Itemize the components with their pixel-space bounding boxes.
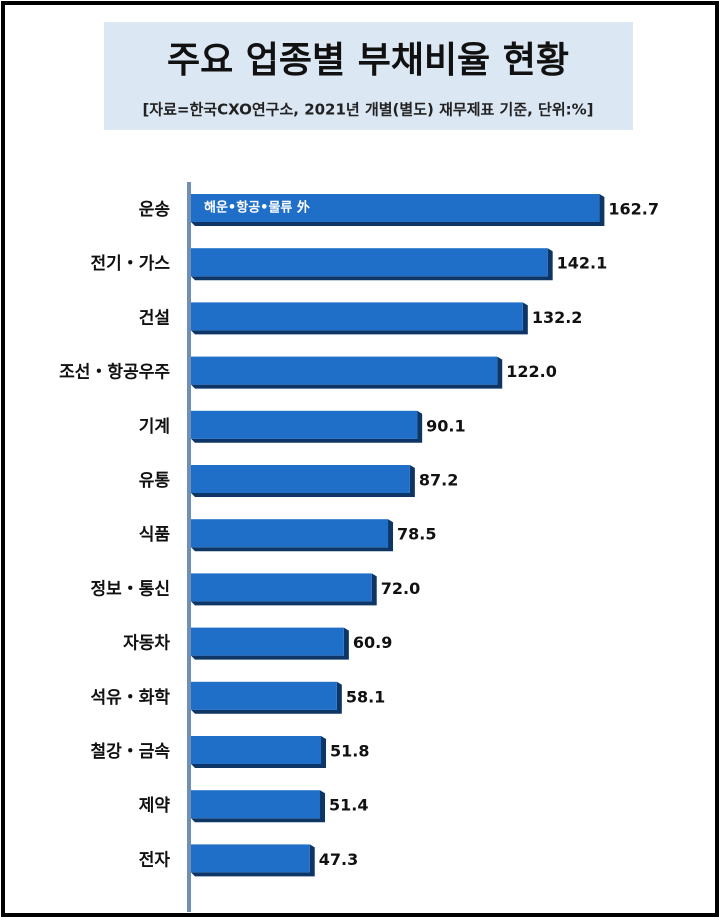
bar bbox=[191, 844, 310, 873]
value-label: 78.5 bbox=[397, 525, 436, 544]
bar-shadow bbox=[191, 410, 423, 443]
value-label: 122.0 bbox=[506, 362, 557, 381]
bar-shadow bbox=[191, 627, 349, 660]
annotation: 해운•항공•물류 外 bbox=[204, 200, 310, 216]
bar bbox=[191, 519, 389, 548]
value-label: 162.7 bbox=[608, 200, 659, 219]
bar-shadow bbox=[191, 302, 528, 335]
value-label: 142.1 bbox=[557, 254, 608, 273]
bar-shadow bbox=[191, 519, 394, 552]
category-label: 운송 bbox=[139, 200, 171, 220]
bar bbox=[191, 681, 337, 710]
bar-shadow bbox=[191, 356, 503, 389]
bar bbox=[191, 573, 372, 602]
bar-shadow bbox=[191, 736, 327, 768]
value-label: 87.2 bbox=[419, 471, 458, 490]
bar bbox=[191, 356, 498, 385]
category-label: 건설 bbox=[139, 308, 170, 328]
value-label: 58.1 bbox=[346, 687, 385, 706]
category-label: 조선・항공우주 bbox=[59, 362, 170, 383]
category-label: 식품 bbox=[139, 525, 171, 545]
bar bbox=[191, 194, 600, 222]
bar bbox=[191, 248, 548, 277]
category-label: 석유・화학 bbox=[90, 688, 170, 708]
bar bbox=[191, 302, 523, 331]
bar-shadow bbox=[191, 194, 605, 226]
bar bbox=[191, 465, 410, 493]
category-label: 정보・통신 bbox=[90, 579, 170, 599]
bar-shadow bbox=[191, 248, 553, 281]
value-label: 60.9 bbox=[353, 633, 392, 652]
title-box bbox=[104, 22, 633, 130]
bar bbox=[191, 790, 321, 819]
bar-shadow bbox=[191, 465, 415, 497]
category-label: 철강・금속 bbox=[90, 742, 170, 762]
bar bbox=[191, 627, 344, 656]
category-label: 기계 bbox=[139, 417, 170, 437]
bar-shadow bbox=[191, 844, 315, 877]
value-label: 47.3 bbox=[319, 850, 358, 869]
bar-shadow bbox=[191, 790, 326, 823]
category-label: 전자 bbox=[139, 850, 171, 870]
value-label: 51.4 bbox=[329, 796, 368, 815]
category-label: 전기・가스 bbox=[90, 254, 170, 274]
category-label: 제약 bbox=[139, 795, 171, 816]
category-label: 유통 bbox=[139, 471, 171, 491]
category-label: 자동차 bbox=[123, 634, 170, 654]
bar bbox=[191, 410, 418, 439]
chart-subtitle: [자료=한국CXO연구소, 2021년 개별(별도) 재무제표 기준, 단위:%… bbox=[142, 101, 593, 119]
bar bbox=[191, 736, 322, 764]
value-label: 51.8 bbox=[330, 742, 369, 761]
bar-shadow bbox=[191, 681, 342, 714]
bar-shadow bbox=[191, 573, 377, 606]
value-label: 132.2 bbox=[532, 308, 583, 327]
chart-title: 주요 업종별 부채비율 현황 bbox=[167, 40, 569, 81]
value-label: 90.1 bbox=[426, 416, 465, 435]
value-label: 72.0 bbox=[381, 579, 420, 598]
